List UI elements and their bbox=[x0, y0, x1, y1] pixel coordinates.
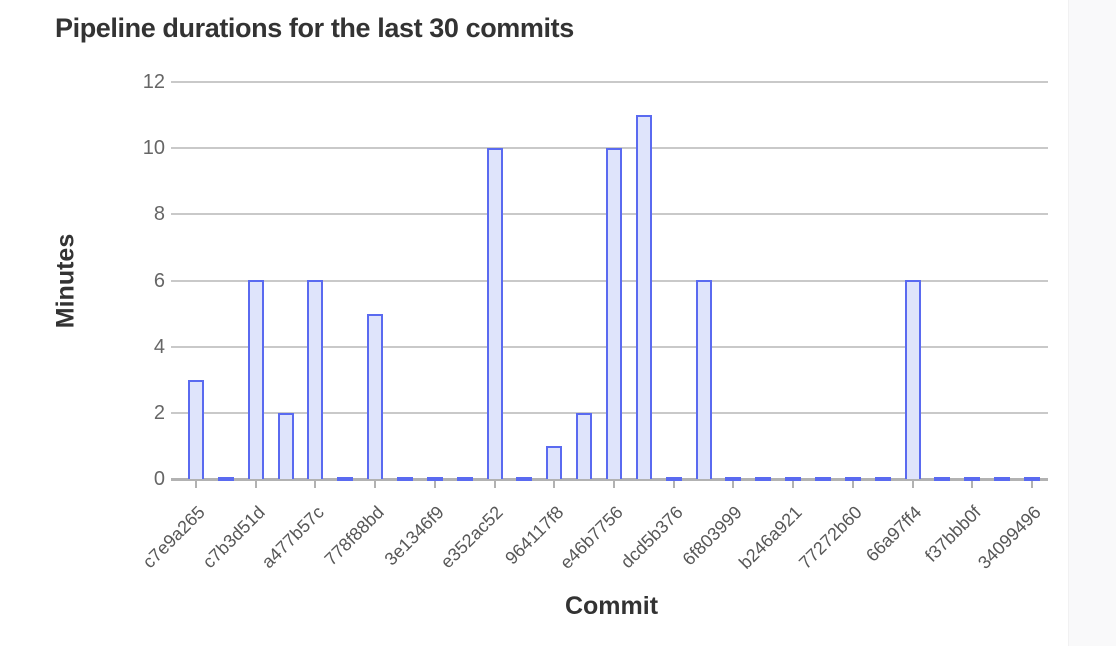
x-tick bbox=[195, 481, 197, 488]
x-tick-label-commit: c7b3d51d bbox=[198, 502, 269, 573]
gridline bbox=[171, 81, 1048, 83]
x-tick bbox=[732, 481, 735, 488]
x-tick-label-commit: 34099496 bbox=[973, 502, 1045, 573]
bar-zero-duration[interactable] bbox=[516, 477, 533, 481]
y-tick-label: 4 bbox=[153, 335, 165, 358]
bar-zero-duration[interactable] bbox=[874, 477, 891, 481]
bar-zero-duration[interactable] bbox=[426, 477, 443, 481]
bar-duration[interactable] bbox=[576, 413, 593, 479]
bar-duration[interactable] bbox=[247, 280, 264, 479]
x-tick-label-commit: 77272b60 bbox=[794, 502, 866, 573]
bar-duration[interactable] bbox=[546, 446, 563, 479]
x-tick-label-commit: c7e9a265 bbox=[138, 502, 209, 573]
x-tick-label-commit: b246a921 bbox=[735, 502, 806, 573]
x-tick bbox=[553, 481, 556, 488]
x-tick bbox=[672, 481, 675, 488]
x-tick-label-commit: dcd5b376 bbox=[616, 502, 687, 573]
bar-zero-duration[interactable] bbox=[994, 477, 1011, 481]
x-tick bbox=[792, 481, 795, 488]
x-tick bbox=[612, 481, 615, 488]
x-tick bbox=[433, 481, 436, 488]
bar-duration[interactable] bbox=[486, 148, 503, 479]
y-tick-label: 0 bbox=[153, 468, 165, 490]
x-tick-label-commit: e352ac52 bbox=[437, 502, 508, 573]
bar-zero-duration[interactable] bbox=[785, 477, 802, 481]
x-tick-label-commit: e46b7756 bbox=[555, 502, 627, 573]
bar-zero-duration[interactable] bbox=[217, 477, 234, 481]
x-tick bbox=[971, 481, 974, 488]
bar-duration[interactable] bbox=[188, 380, 204, 479]
bar-zero-duration[interactable] bbox=[844, 477, 861, 481]
bar-zero-duration[interactable] bbox=[814, 477, 831, 481]
bar-zero-duration[interactable] bbox=[1023, 477, 1040, 481]
bar-zero-duration[interactable] bbox=[755, 477, 772, 481]
bar-zero-duration[interactable] bbox=[934, 477, 951, 481]
y-tick-label: 12 bbox=[142, 71, 165, 93]
x-tick bbox=[493, 481, 496, 488]
bar-zero-duration[interactable] bbox=[396, 477, 413, 481]
pipeline-durations-plot-area: 0 2 4 6 8 10 12 c7e9a265 c7b3d51d a477b57c 778f88b… bbox=[139, 71, 1048, 573]
x-tick bbox=[911, 481, 914, 488]
bar-zero-duration[interactable] bbox=[725, 477, 742, 481]
x-tick-label-commit: a477b57c bbox=[258, 502, 329, 573]
x-tick bbox=[314, 481, 317, 488]
y-axis-title: Minutes bbox=[51, 233, 80, 329]
page-right-gutter bbox=[1068, 0, 1116, 646]
x-axis-line bbox=[171, 478, 1048, 481]
x-axis-title: Commit bbox=[564, 592, 659, 620]
bar-duration[interactable] bbox=[307, 280, 324, 479]
x-tick-label-commit: 778f88bd bbox=[320, 502, 388, 570]
y-tick-label: 10 bbox=[142, 137, 165, 160]
y-tick-label: 6 bbox=[153, 269, 165, 292]
x-tick bbox=[851, 481, 854, 488]
y-tick-label: 8 bbox=[153, 203, 165, 226]
bar-duration[interactable] bbox=[904, 280, 921, 479]
bar-duration[interactable] bbox=[605, 148, 622, 479]
bar-zero-duration[interactable] bbox=[665, 477, 682, 481]
bar-zero-duration[interactable] bbox=[456, 477, 473, 481]
bar-duration[interactable] bbox=[635, 115, 652, 479]
x-tick bbox=[1030, 481, 1033, 488]
y-tick-label: 2 bbox=[153, 401, 165, 424]
x-tick bbox=[374, 481, 377, 488]
bar-zero-duration[interactable] bbox=[964, 477, 981, 481]
bar-duration[interactable] bbox=[695, 280, 712, 479]
x-tick-label-commit: 66a97ff4 bbox=[861, 502, 926, 566]
bar-duration[interactable] bbox=[277, 413, 294, 479]
bar-zero-duration[interactable] bbox=[337, 477, 354, 481]
x-tick bbox=[254, 481, 257, 488]
chart-title: Pipeline durations for the last 30 commi… bbox=[55, 13, 574, 43]
bar-duration[interactable] bbox=[367, 314, 384, 479]
